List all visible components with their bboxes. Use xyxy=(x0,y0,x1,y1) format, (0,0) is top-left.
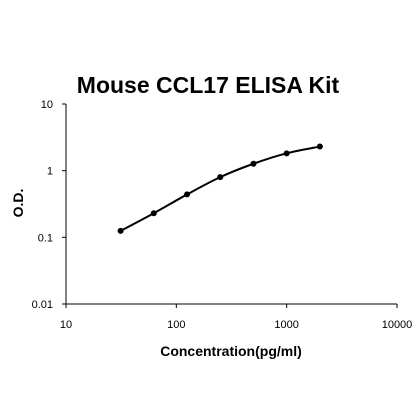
chart-title: Mouse CCL17 ELISA Kit xyxy=(77,72,340,98)
data-point xyxy=(150,210,157,217)
y-tick-label: 10 xyxy=(41,99,53,111)
y-axis-title: O.D. xyxy=(10,189,26,218)
x-axis-ticks: 10 100 1000 10000 xyxy=(60,304,412,331)
x-tick-label: 100 xyxy=(167,319,185,331)
x-tick-label: 1000 xyxy=(274,319,298,331)
y-tick-label: 1 xyxy=(47,166,53,178)
x-tick-label: 10 xyxy=(60,319,72,331)
data-point xyxy=(316,143,323,150)
data-point xyxy=(283,150,290,157)
data-point xyxy=(250,160,257,167)
data-point xyxy=(217,174,224,181)
x-tick-label: 10000 xyxy=(382,319,413,331)
y-axis-ticks: 0.01 0.1 1 10 xyxy=(32,99,66,311)
standard-curve-line xyxy=(120,145,321,232)
x-axis-title: Concentration(pg/ml) xyxy=(160,343,302,359)
data-point xyxy=(117,227,124,234)
y-tick-label: 0.1 xyxy=(38,232,53,244)
y-tick-label: 0.01 xyxy=(32,299,53,311)
data-points xyxy=(117,143,323,234)
data-point xyxy=(184,191,191,198)
